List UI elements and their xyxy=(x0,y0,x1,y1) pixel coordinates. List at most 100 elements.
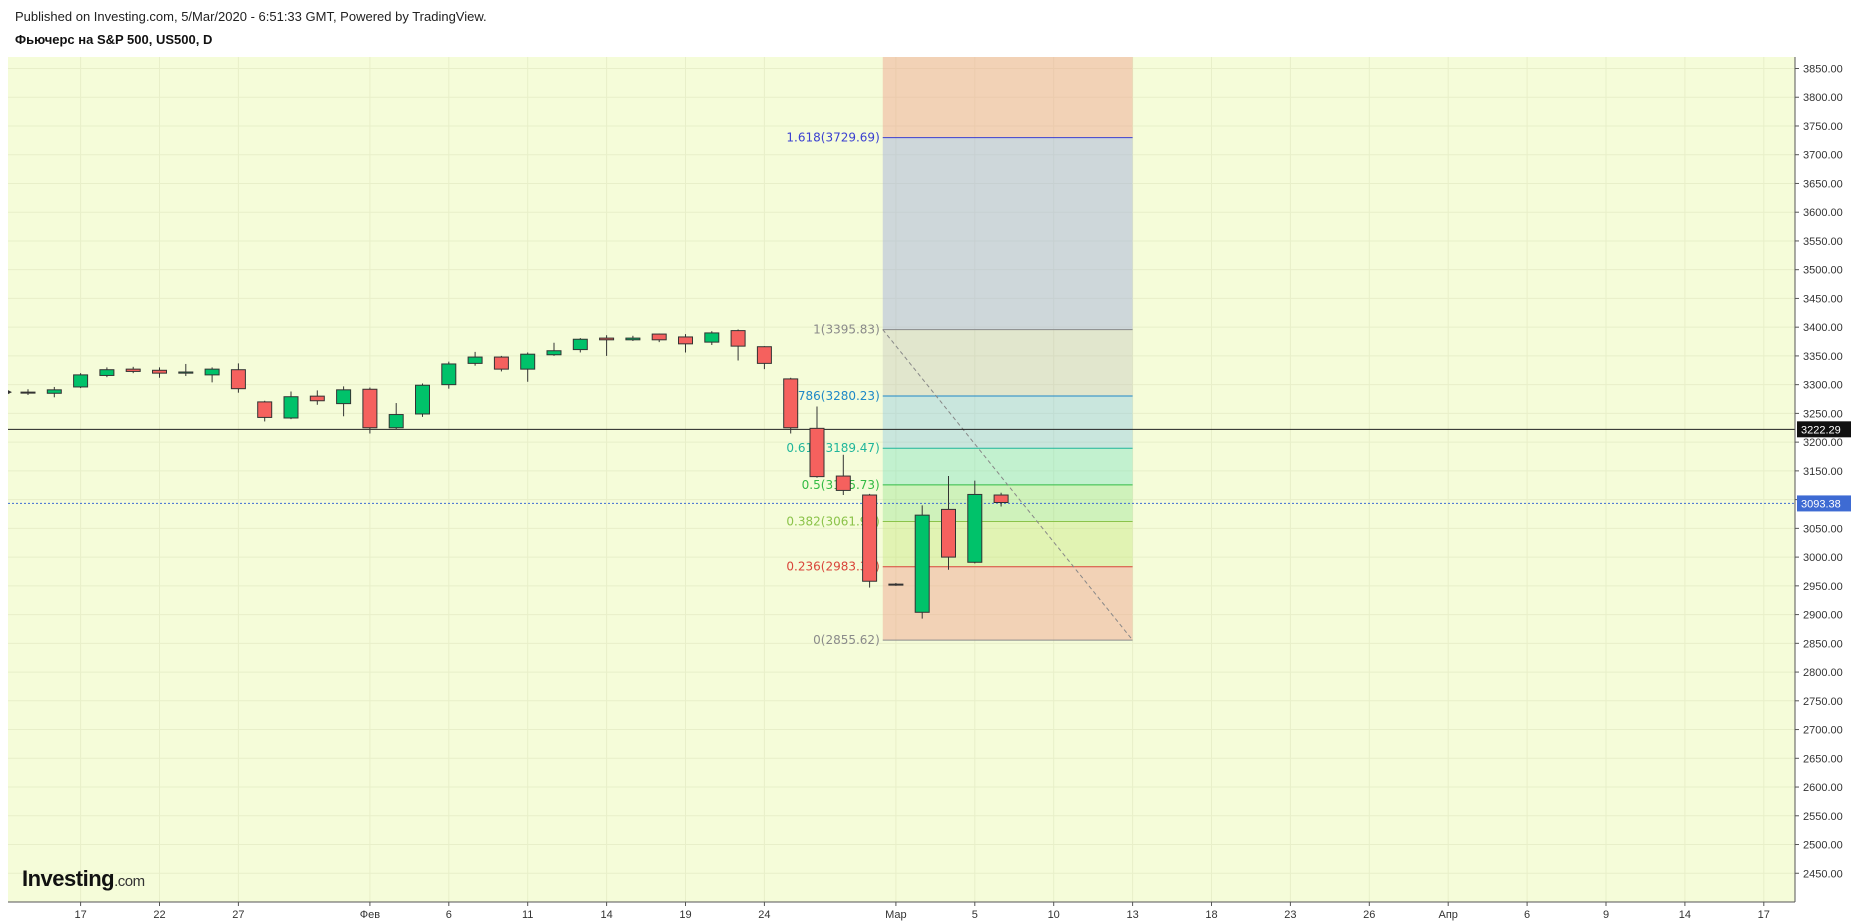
time-tick-label: 24 xyxy=(758,909,770,921)
price-tick-label: 3300.00 xyxy=(1803,380,1843,392)
price-tick-label: 3050.00 xyxy=(1803,523,1843,535)
candle-body xyxy=(599,337,615,341)
published-info: Published on Investing.com, 5/Mar/2020 -… xyxy=(15,9,487,24)
fib-level-label: 1.618(3729.69) xyxy=(786,131,879,145)
price-tick-label: 2750.00 xyxy=(1803,696,1843,708)
candle-body xyxy=(967,493,983,563)
price-tick-label: 3450.00 xyxy=(1803,293,1843,305)
candle-body xyxy=(99,369,115,376)
candle-body xyxy=(152,369,167,374)
candle-body xyxy=(783,378,799,429)
fib-level-label: 0.236(2983.31) xyxy=(786,560,879,574)
last-price-badge: 3093.38 xyxy=(1801,498,1841,510)
time-tick-label: 13 xyxy=(1126,909,1138,921)
price-tick-label: 2950.00 xyxy=(1803,581,1843,593)
price-tick-label: 3400.00 xyxy=(1803,322,1843,334)
time-tick-label: 11 xyxy=(522,909,533,921)
time-tick-label: 17 xyxy=(1758,909,1770,921)
fib-zone xyxy=(882,329,1133,397)
fib-zone xyxy=(882,448,1133,485)
price-tick-label: 2900.00 xyxy=(1803,610,1843,622)
price-tick-label: 3700.00 xyxy=(1803,150,1843,162)
candle-body xyxy=(283,396,299,419)
price-tick-label: 2700.00 xyxy=(1803,725,1843,737)
time-tick-label: 19 xyxy=(679,909,691,921)
candle-body xyxy=(625,337,641,341)
price-tick-label: 3200.00 xyxy=(1803,437,1843,449)
candle-body xyxy=(204,368,220,376)
fib-zone xyxy=(882,396,1133,449)
price-tick-label: 3000.00 xyxy=(1803,552,1843,564)
candle-body xyxy=(835,475,851,491)
price-tick-label: 3750.00 xyxy=(1803,121,1843,133)
candle-body xyxy=(415,384,430,415)
candle-body xyxy=(125,368,141,372)
fib-zone xyxy=(882,57,1133,138)
crosshair-price-badge: 3222.29 xyxy=(1801,424,1841,436)
price-tick-label: 2450.00 xyxy=(1803,868,1843,880)
candle-body xyxy=(704,332,720,343)
time-tick-label: Фев xyxy=(360,909,380,921)
fib-level-label: 0.786(3280.23) xyxy=(786,389,879,403)
price-tick-label: 3800.00 xyxy=(1803,92,1843,104)
fib-level-label: 1(3395.83) xyxy=(813,323,880,337)
candle-body xyxy=(73,374,89,388)
candle-body xyxy=(46,389,62,394)
candle-body xyxy=(809,427,825,478)
price-tick-label: 3150.00 xyxy=(1803,466,1843,478)
time-tick-label: 23 xyxy=(1284,909,1296,921)
candle-body xyxy=(467,356,483,364)
time-tick-label: 26 xyxy=(1363,909,1375,921)
candle-body xyxy=(730,330,746,347)
candle-body xyxy=(546,350,562,356)
price-tick-label: 2850.00 xyxy=(1803,638,1843,650)
fib-level-label: 0(2855.62) xyxy=(813,633,880,647)
price-axis-background xyxy=(1795,57,1853,902)
candle-body xyxy=(441,363,457,386)
last-price-badge-bg xyxy=(1797,495,1851,512)
price-tick-label: 2600.00 xyxy=(1803,782,1843,794)
left-edge-marker xyxy=(8,390,12,395)
candle-body xyxy=(493,356,509,370)
price-tick-label: 3350.00 xyxy=(1803,351,1843,363)
candle-body xyxy=(941,508,956,558)
price-tick-label: 2550.00 xyxy=(1803,811,1843,823)
investing-logo: Investing.com xyxy=(22,866,145,891)
fib-level-label: 0.382(3061.98) xyxy=(786,514,879,528)
fib-zone xyxy=(882,137,1133,330)
price-tick-label: 3500.00 xyxy=(1803,265,1843,277)
price-tick-label: 3250.00 xyxy=(1803,408,1843,420)
time-tick-label: 9 xyxy=(1603,909,1609,921)
time-tick-label: 17 xyxy=(74,909,86,921)
time-axis-background xyxy=(0,902,1795,924)
price-tick-label: 3650.00 xyxy=(1803,178,1843,190)
time-tick-label: 27 xyxy=(232,909,244,921)
candle-body xyxy=(914,514,930,613)
price-tick-label: 3850.00 xyxy=(1803,63,1843,75)
time-tick-label: 22 xyxy=(153,909,165,921)
price-tick-label: 3600.00 xyxy=(1803,207,1843,219)
candle-body xyxy=(388,414,404,429)
candle-body xyxy=(336,389,352,405)
crosshair-price-badge-bg xyxy=(1797,421,1851,438)
time-tick-label: 10 xyxy=(1048,909,1060,921)
candle-body xyxy=(756,346,772,364)
time-tick-label: 6 xyxy=(446,909,452,921)
time-tick-label: 5 xyxy=(972,909,978,921)
candle-body xyxy=(309,395,325,402)
candle-body xyxy=(651,333,667,341)
price-tick-label: 2800.00 xyxy=(1803,667,1843,679)
candle-body xyxy=(178,371,194,374)
candle-body xyxy=(678,336,693,345)
price-tick-label: 3550.00 xyxy=(1803,236,1843,248)
time-tick-label: 14 xyxy=(600,909,612,921)
candle-body xyxy=(520,353,536,370)
candle-body xyxy=(862,494,878,582)
time-tick-label: Мар xyxy=(885,909,907,921)
candle-body xyxy=(20,391,36,394)
candle-body xyxy=(572,338,588,351)
candle-body xyxy=(257,401,273,418)
fib-level-label: 0.618(3189.47) xyxy=(786,441,879,455)
symbol-title: Фьючерс на S&P 500, US500, D xyxy=(15,32,213,47)
